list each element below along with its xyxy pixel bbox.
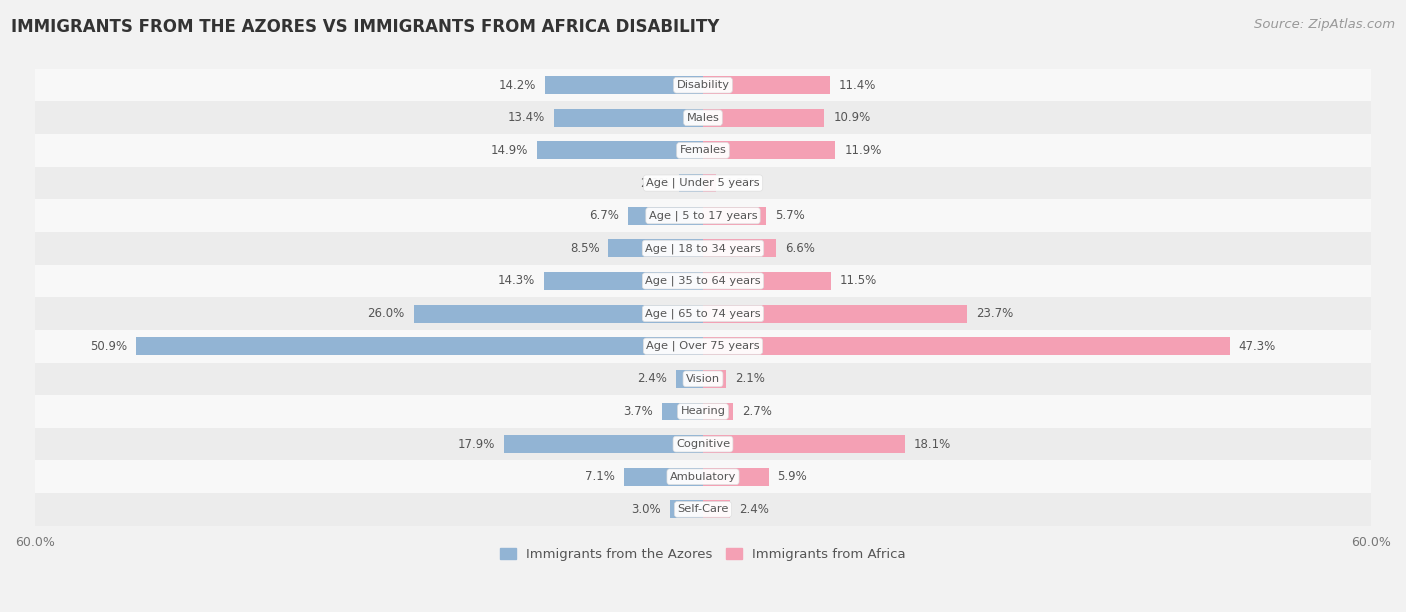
Text: 14.9%: 14.9% <box>491 144 529 157</box>
Text: Age | 5 to 17 years: Age | 5 to 17 years <box>648 211 758 221</box>
Text: 2.4%: 2.4% <box>738 503 769 516</box>
Bar <box>669 501 703 518</box>
Text: 26.0%: 26.0% <box>367 307 405 320</box>
Bar <box>35 330 1371 362</box>
Text: 50.9%: 50.9% <box>90 340 128 353</box>
Text: 14.2%: 14.2% <box>499 79 536 92</box>
Text: Vision: Vision <box>686 374 720 384</box>
Bar <box>703 305 967 323</box>
Text: 2.4%: 2.4% <box>637 372 668 386</box>
Bar <box>703 141 835 159</box>
Bar <box>35 200 1371 232</box>
Text: Source: ZipAtlas.com: Source: ZipAtlas.com <box>1254 18 1395 31</box>
Text: Age | 65 to 74 years: Age | 65 to 74 years <box>645 308 761 319</box>
Legend: Immigrants from the Azores, Immigrants from Africa: Immigrants from the Azores, Immigrants f… <box>495 542 911 566</box>
Bar <box>537 141 703 159</box>
Bar <box>546 76 703 94</box>
Bar <box>703 468 769 486</box>
Text: 47.3%: 47.3% <box>1239 340 1275 353</box>
Text: 1.2%: 1.2% <box>725 177 755 190</box>
Text: Age | 35 to 64 years: Age | 35 to 64 years <box>645 276 761 286</box>
Text: 18.1%: 18.1% <box>914 438 950 450</box>
Text: 6.6%: 6.6% <box>786 242 815 255</box>
Text: 2.2%: 2.2% <box>640 177 669 190</box>
Text: 11.5%: 11.5% <box>839 274 877 288</box>
Text: Ambulatory: Ambulatory <box>669 472 737 482</box>
Text: 7.1%: 7.1% <box>585 470 614 483</box>
Bar <box>679 174 703 192</box>
Bar <box>662 403 703 420</box>
Bar <box>703 272 831 290</box>
Bar <box>628 207 703 225</box>
Text: 6.7%: 6.7% <box>589 209 620 222</box>
Text: 11.9%: 11.9% <box>845 144 882 157</box>
Bar <box>703 109 824 127</box>
Bar <box>609 239 703 257</box>
Bar <box>703 174 717 192</box>
Text: 2.1%: 2.1% <box>735 372 765 386</box>
Bar <box>35 428 1371 460</box>
Bar <box>703 207 766 225</box>
Bar <box>35 69 1371 102</box>
Text: Age | Over 75 years: Age | Over 75 years <box>647 341 759 351</box>
Bar <box>703 501 730 518</box>
Bar <box>624 468 703 486</box>
Bar <box>35 395 1371 428</box>
Text: 13.4%: 13.4% <box>508 111 546 124</box>
Bar <box>413 305 703 323</box>
Bar <box>703 337 1230 355</box>
Text: Age | 18 to 34 years: Age | 18 to 34 years <box>645 243 761 253</box>
Text: 8.5%: 8.5% <box>569 242 599 255</box>
Text: 5.7%: 5.7% <box>775 209 806 222</box>
Bar <box>35 232 1371 264</box>
Bar <box>703 76 830 94</box>
Bar <box>35 102 1371 134</box>
Bar <box>703 239 776 257</box>
Text: Hearing: Hearing <box>681 406 725 417</box>
Bar <box>35 297 1371 330</box>
Text: Cognitive: Cognitive <box>676 439 730 449</box>
Text: Males: Males <box>686 113 720 123</box>
Text: 5.9%: 5.9% <box>778 470 807 483</box>
Text: Age | Under 5 years: Age | Under 5 years <box>647 178 759 188</box>
Bar <box>136 337 703 355</box>
Text: 23.7%: 23.7% <box>976 307 1014 320</box>
Bar <box>554 109 703 127</box>
Bar <box>35 460 1371 493</box>
Bar <box>35 134 1371 166</box>
Bar <box>35 264 1371 297</box>
Text: Self-Care: Self-Care <box>678 504 728 514</box>
Bar <box>544 272 703 290</box>
Text: 17.9%: 17.9% <box>457 438 495 450</box>
Bar <box>35 493 1371 526</box>
Bar <box>35 166 1371 200</box>
Text: 14.3%: 14.3% <box>498 274 534 288</box>
Text: 2.7%: 2.7% <box>742 405 772 418</box>
Text: 10.9%: 10.9% <box>834 111 870 124</box>
Bar <box>35 362 1371 395</box>
Text: 11.4%: 11.4% <box>839 79 876 92</box>
Bar <box>703 370 727 388</box>
Bar <box>676 370 703 388</box>
Text: Females: Females <box>679 146 727 155</box>
Bar <box>503 435 703 453</box>
Text: 3.0%: 3.0% <box>631 503 661 516</box>
Bar <box>703 403 733 420</box>
Text: IMMIGRANTS FROM THE AZORES VS IMMIGRANTS FROM AFRICA DISABILITY: IMMIGRANTS FROM THE AZORES VS IMMIGRANTS… <box>11 18 720 36</box>
Text: 3.7%: 3.7% <box>623 405 652 418</box>
Text: Disability: Disability <box>676 80 730 90</box>
Bar <box>703 435 904 453</box>
